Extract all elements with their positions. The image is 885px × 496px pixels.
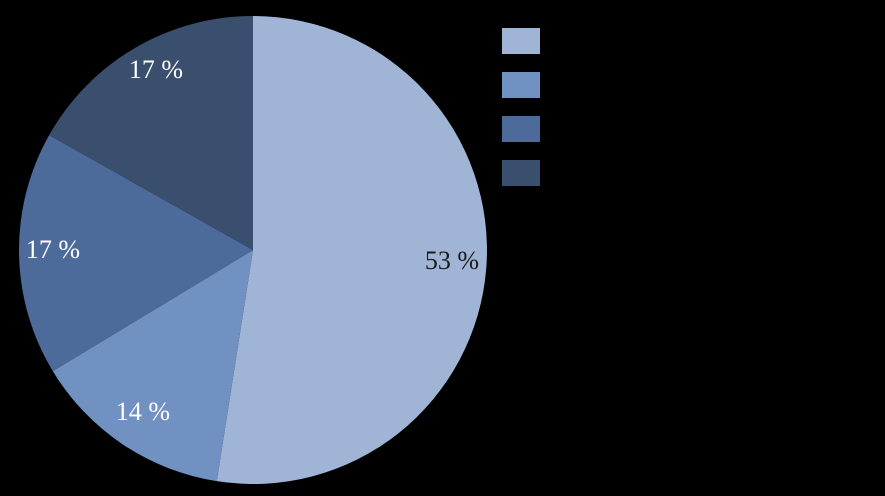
pie-slice [52, 250, 253, 482]
pie-label-group: 53 % 14 % 17 % 17 % [26, 55, 479, 426]
legend-color-swatch [502, 116, 540, 142]
pie-slice [216, 16, 487, 484]
pie-slice-label: 53 % [425, 246, 479, 275]
pie-slice [49, 16, 254, 250]
pie-slice-label: 17 % [26, 235, 80, 264]
pie-slice-label: 14 % [116, 397, 170, 426]
pie-slice-label: 17 % [129, 55, 183, 84]
pie-slice-group [19, 16, 487, 484]
legend-color-swatch [502, 28, 540, 54]
legend-color-swatch [502, 72, 540, 98]
legend-color-swatch [502, 160, 540, 186]
pie-slice [19, 135, 253, 372]
